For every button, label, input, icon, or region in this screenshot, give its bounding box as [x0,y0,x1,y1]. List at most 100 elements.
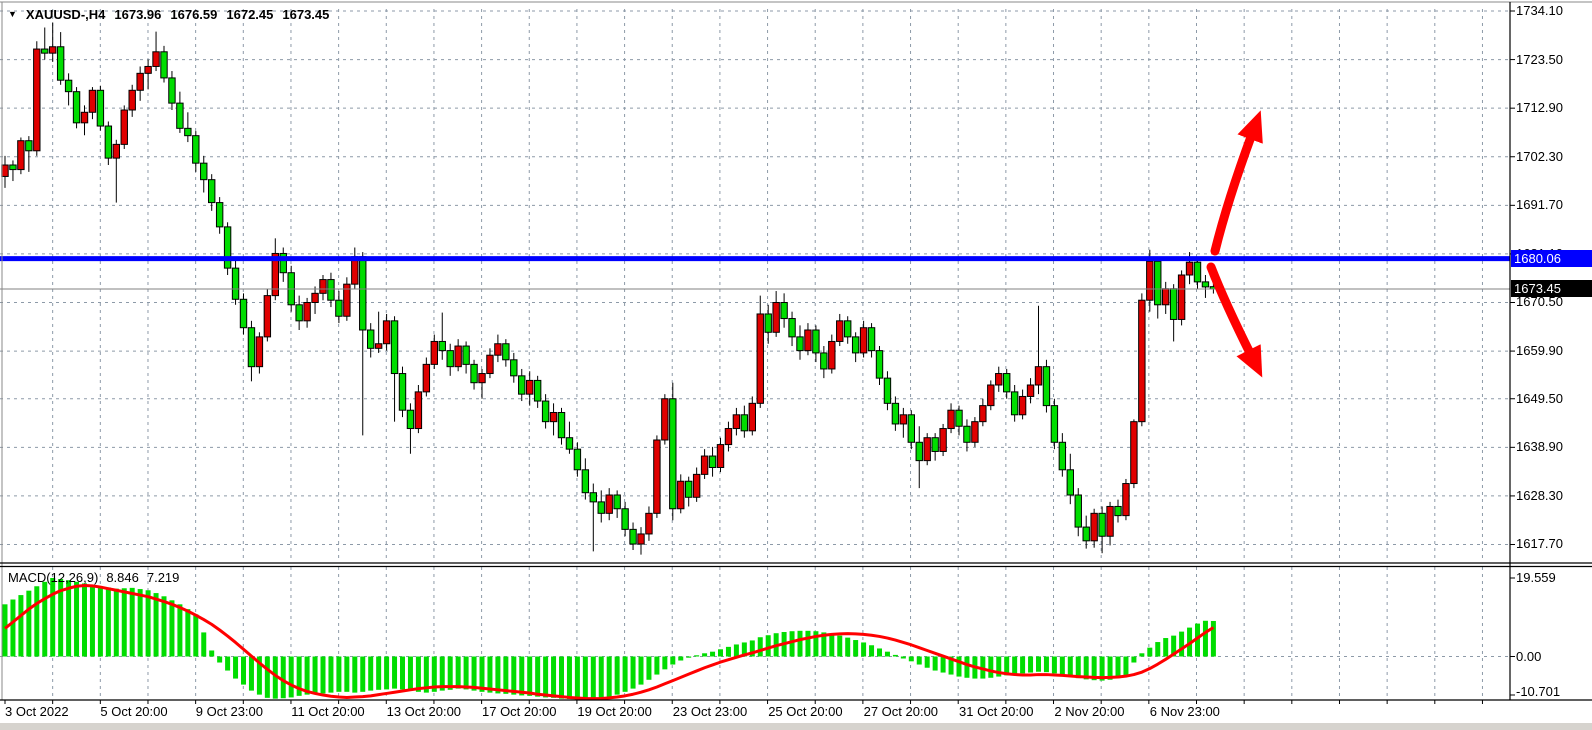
macd-histogram-bar [535,656,541,697]
candle-body [200,162,208,181]
candle-body [1130,421,1138,485]
macd-histogram-bar [447,656,453,690]
candle-body [160,51,168,79]
candle-body [820,352,828,370]
candle-body [9,164,17,171]
candle-body [1098,512,1106,537]
candle-body [1050,405,1059,443]
candle-body [231,267,240,300]
macd-histogram-bar [392,656,398,689]
macd-histogram-bar [757,637,763,657]
ohlc-header: ▼ XAUUSD-,H4 1673.96 1676.59 1672.45 167… [8,7,329,22]
time-axis-label: 6 Nov 23:00 [1149,704,1220,719]
macd-histogram-bar [344,656,350,692]
candle-body [756,313,764,404]
candle-body [438,340,446,352]
candle-body [1066,469,1074,496]
macd-histogram-bar [233,656,239,679]
up-trend-arrow[interactable] [1210,110,1263,256]
macd-histogram-bar [733,644,739,657]
price-axis-label: 1691.70 [1516,197,1563,213]
macd-histogram-bar [900,656,906,659]
macd-histogram-bar [598,656,604,699]
candle-body [1169,288,1178,320]
price-axis-label: 1617.70 [1516,536,1563,552]
macd-histogram-bar [201,632,207,657]
macd-histogram-bar [956,656,962,677]
down-trend-arrow[interactable] [1206,262,1263,378]
macd-histogram-bar [1195,623,1200,657]
candle-body [867,327,876,352]
candle-body [112,143,120,159]
candle-body [836,320,844,342]
candle-body [327,279,335,301]
price-axis-label: 1628.30 [1516,487,1563,503]
macd-histogram-bar [169,600,175,657]
candle-body [311,292,319,303]
macd-histogram-bar [837,635,843,657]
candle-body [859,327,868,354]
candle-body [645,512,653,535]
symbol-dropdown-icon[interactable]: ▼ [8,8,17,19]
macd-histogram-bar [590,656,596,700]
macd-histogram-bar [423,656,429,693]
macd-histogram-bar [137,589,143,657]
macd-histogram-bar [264,656,270,698]
candle-body [33,48,41,152]
candle-body [398,373,407,411]
macd-histogram-bar [225,656,231,671]
candle-body [748,402,756,432]
ohlc-open: 1673.96 [114,7,162,22]
candle-body [295,304,303,322]
macd-histogram-bar [710,651,716,657]
macd-histogram-bar [670,656,676,665]
price-axis-label: 1723.50 [1516,51,1563,67]
candle-body [907,414,915,443]
candle-body [41,48,49,54]
macd-histogram-bar [1123,656,1129,675]
macd-histogram-bar [113,588,119,657]
candle-body [56,46,65,81]
price-axis-label: 1638.90 [1516,439,1563,455]
macd-histogram-bar [463,656,469,690]
macd-histogram-bar [877,648,882,657]
time-axis-label: 9 Oct 23:00 [195,704,264,719]
candle-body [96,89,105,127]
macd-histogram-bar [1028,656,1034,673]
candle-body [685,480,693,498]
time-axis-label: 25 Oct 20:00 [768,704,843,719]
macd-histogram-bar [869,645,875,657]
candle-body [319,279,327,294]
macd-histogram-bar [932,656,938,671]
macd-histogram-bar [121,588,127,657]
macd-axis-label: 19.559 [1516,569,1556,585]
macd-histogram-bar [646,656,652,680]
macd-histogram-bar [328,656,334,693]
candle-body [1074,494,1082,528]
candle-body [979,405,987,423]
macd-histogram-bar [320,656,326,694]
candle-body [899,414,908,425]
macd-histogram-bar [916,656,922,665]
macd-histogram-bar [853,640,859,657]
candle-body [72,91,81,124]
macd-histogram-bar [884,651,890,657]
candle-body [653,439,661,514]
candle-body [215,202,224,228]
time-axis-label: 13 Oct 20:00 [386,704,462,719]
candle-body [1193,261,1202,283]
candle-body [613,494,621,510]
macd-histogram-bar [1083,656,1089,680]
candle-body [88,89,97,113]
macd-histogram-bar [479,656,485,692]
candle-body [939,428,947,452]
macd-histogram-bar [2,604,8,657]
time-axis-label: 2 Nov 20:00 [1054,704,1125,719]
macd-histogram-bar [105,587,111,657]
candle-body [740,414,749,432]
macd-histogram-bar [892,654,898,657]
time-axis-label: 23 Oct 23:00 [672,704,748,719]
macd-histogram-bar [400,656,405,690]
macd-histogram-bar [161,596,167,657]
